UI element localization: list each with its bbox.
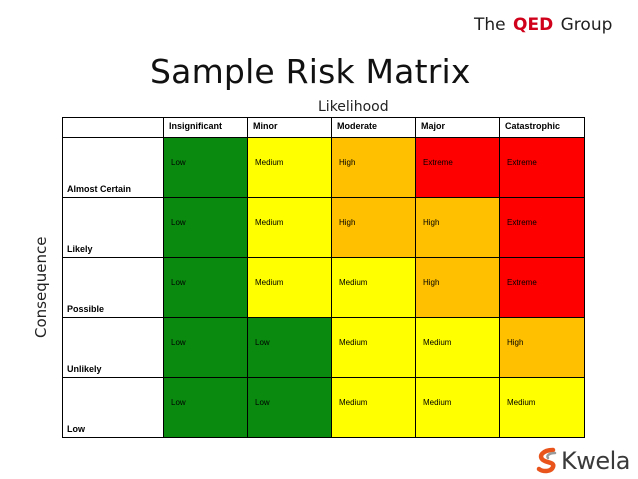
- row-header: Almost Certain: [62, 137, 164, 198]
- risk-level-label: High: [423, 278, 440, 287]
- brand-prefix: The: [474, 15, 506, 35]
- column-header: Major: [415, 117, 500, 138]
- risk-cell: High: [415, 197, 500, 258]
- brand-suffix: Group: [560, 15, 613, 35]
- risk-level-label: High: [507, 338, 524, 347]
- consequence-axis-label: Consequence: [32, 236, 50, 338]
- risk-level-label: Extreme: [507, 278, 537, 287]
- column-header: Moderate: [331, 117, 416, 138]
- matrix-header-row: Insignificant Minor Moderate Major Catas…: [62, 117, 585, 138]
- risk-level-label: Medium: [339, 398, 368, 407]
- risk-cell: Low: [163, 317, 248, 378]
- risk-level-label: Low: [255, 338, 270, 347]
- risk-cell: Extreme: [415, 137, 500, 198]
- column-header: Catastrophic: [499, 117, 585, 138]
- kwela-swirl-icon: [536, 447, 557, 474]
- risk-cell: High: [415, 257, 500, 318]
- risk-cell: Low: [163, 137, 248, 198]
- row-header: Unlikely: [62, 317, 164, 378]
- risk-level-label: Extreme: [507, 158, 537, 167]
- risk-cell: Extreme: [499, 197, 585, 258]
- risk-cell: Medium: [247, 137, 332, 198]
- risk-cell: Extreme: [499, 257, 585, 318]
- risk-cell: Extreme: [499, 137, 585, 198]
- risk-level-label: Low: [171, 338, 186, 347]
- risk-level-label: Medium: [255, 278, 284, 287]
- risk-cell: Low: [247, 377, 332, 438]
- risk-cell: High: [499, 317, 585, 378]
- risk-level-label: Medium: [423, 398, 452, 407]
- kwela-logo-text: Kwela: [561, 447, 631, 475]
- brand-name: QED: [513, 15, 554, 35]
- row-header-label: Almost Certain: [67, 184, 132, 194]
- risk-level-label: Medium: [255, 218, 284, 227]
- matrix-row: Almost Certain Low Medium High Extreme E…: [62, 137, 585, 198]
- risk-level-label: Extreme: [423, 158, 453, 167]
- risk-cell: Low: [163, 377, 248, 438]
- matrix-corner-cell: [62, 117, 164, 138]
- risk-cell: High: [331, 197, 416, 258]
- risk-cell: Low: [163, 257, 248, 318]
- risk-level-label: Low: [255, 398, 270, 407]
- risk-cell: Low: [163, 197, 248, 258]
- row-header-label: Possible: [67, 304, 105, 314]
- risk-level-label: Medium: [507, 398, 536, 407]
- row-header-label: Likely: [67, 244, 93, 254]
- likelihood-axis-label: Likelihood: [318, 99, 389, 115]
- risk-cell: High: [331, 137, 416, 198]
- row-header: Low: [62, 377, 164, 438]
- row-header-label: Unlikely: [67, 364, 102, 374]
- matrix-row: Low Low Low Medium Medium Medium: [62, 377, 585, 438]
- risk-level-label: High: [339, 158, 356, 167]
- risk-level-label: Low: [171, 278, 186, 287]
- row-header: Likely: [62, 197, 164, 258]
- risk-cell: Medium: [499, 377, 585, 438]
- risk-cell: Medium: [331, 257, 416, 318]
- risk-level-label: Low: [171, 158, 186, 167]
- risk-matrix-table: Insignificant Minor Moderate Major Catas…: [62, 117, 585, 438]
- risk-cell: Medium: [331, 317, 416, 378]
- risk-cell: Medium: [247, 257, 332, 318]
- risk-cell: Medium: [415, 317, 500, 378]
- matrix-row: Possible Low Medium Medium High Extreme: [62, 257, 585, 318]
- column-header: Insignificant: [163, 117, 248, 138]
- matrix-row: Likely Low Medium High High Extreme: [62, 197, 585, 258]
- risk-cell: Low: [247, 317, 332, 378]
- risk-level-label: Medium: [423, 338, 452, 347]
- risk-level-label: Medium: [255, 158, 284, 167]
- risk-level-label: Extreme: [507, 218, 537, 227]
- row-header-label: Low: [67, 424, 85, 434]
- risk-level-label: High: [339, 218, 356, 227]
- page-title: Sample Risk Matrix: [150, 52, 471, 91]
- column-header: Minor: [247, 117, 332, 138]
- risk-cell: Medium: [331, 377, 416, 438]
- risk-cell: Medium: [247, 197, 332, 258]
- kwela-logo: Kwela: [535, 447, 635, 475]
- row-header: Possible: [62, 257, 164, 318]
- risk-level-label: Medium: [339, 278, 368, 287]
- risk-level-label: Low: [171, 218, 186, 227]
- risk-level-label: Medium: [339, 338, 368, 347]
- risk-level-label: Low: [171, 398, 186, 407]
- risk-level-label: High: [423, 218, 440, 227]
- risk-cell: Medium: [415, 377, 500, 438]
- brand-header: The QED Group: [474, 15, 612, 35]
- matrix-row: Unlikely Low Low Medium Medium High: [62, 317, 585, 378]
